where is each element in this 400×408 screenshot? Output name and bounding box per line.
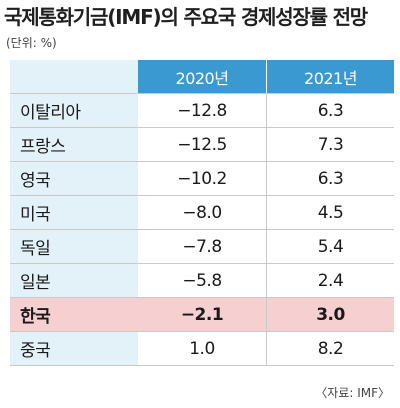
value-2021: 8.2 bbox=[266, 332, 394, 365]
header-blank-cell bbox=[10, 60, 138, 93]
value-2021: 5.4 bbox=[266, 230, 394, 263]
table-row: 중국 1.0 8.2 bbox=[10, 332, 394, 366]
value-2021: 3.0 bbox=[266, 298, 394, 331]
value-2021: 2.4 bbox=[266, 264, 394, 297]
value-2020: −10.2 bbox=[177, 168, 227, 189]
table-row: 이탈리아 −12.8 6.3 bbox=[10, 94, 394, 128]
table-row: 독일 −7.8 5.4 bbox=[10, 230, 394, 264]
country-name: 한국 bbox=[10, 298, 138, 331]
value-2020: −7.8 bbox=[182, 236, 222, 257]
value-2021: 6.3 bbox=[266, 162, 394, 195]
table-header-row: 2020년 2021년 bbox=[10, 60, 394, 94]
country-name: 프랑스 bbox=[10, 128, 138, 161]
page-title: 국제통화기금(IMF)의 주요국 경제성장률 전망 bbox=[4, 5, 368, 29]
value-2020: −12.8 bbox=[177, 100, 227, 121]
unit-label: (단위: %) bbox=[6, 36, 57, 50]
table-row-highlighted: 한국 −2.1 3.0 bbox=[10, 298, 394, 332]
table-row: 영국 −10.2 6.3 bbox=[10, 162, 394, 196]
table-row: 프랑스 −12.5 7.3 bbox=[10, 128, 394, 162]
value-2020: −2.1 bbox=[180, 304, 224, 325]
country-name: 이탈리아 bbox=[10, 94, 138, 127]
value-2020: 1.0 bbox=[189, 338, 215, 359]
country-name: 영국 bbox=[10, 162, 138, 195]
growth-forecast-table: 2020년 2021년 이탈리아 −12.8 6.3 프랑스 −12.5 7.3… bbox=[10, 60, 394, 380]
value-2021: 7.3 bbox=[266, 128, 394, 161]
header-2021: 2021년 bbox=[266, 60, 394, 93]
table-row: 미국 −8.0 4.5 bbox=[10, 196, 394, 230]
table-row: 일본 −5.8 2.4 bbox=[10, 264, 394, 298]
country-name: 독일 bbox=[10, 230, 138, 263]
country-name: 중국 bbox=[10, 332, 138, 365]
value-2021: 4.5 bbox=[266, 196, 394, 229]
value-2020: −5.8 bbox=[182, 270, 222, 291]
value-2020: −12.5 bbox=[177, 134, 227, 155]
source-note: 〈자료: IMF〉 bbox=[315, 386, 390, 400]
value-2020: −8.0 bbox=[182, 202, 222, 223]
country-name: 미국 bbox=[10, 196, 138, 229]
value-2021: 6.3 bbox=[266, 94, 394, 127]
header-2020: 2020년 bbox=[138, 60, 266, 93]
country-name: 일본 bbox=[10, 264, 138, 297]
